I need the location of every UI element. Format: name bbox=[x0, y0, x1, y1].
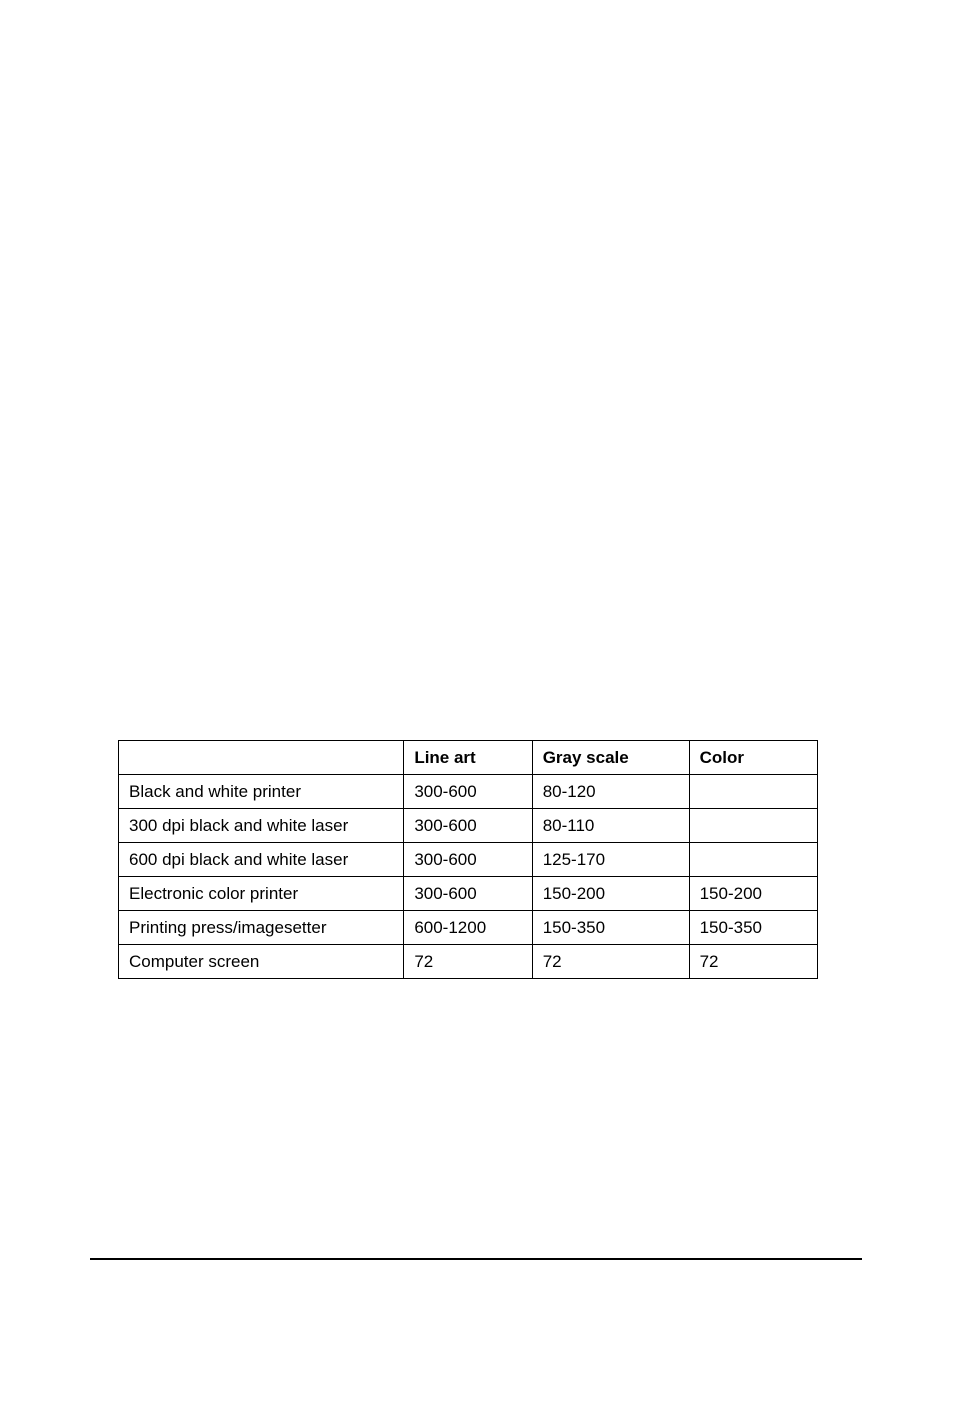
cell-device: 600 dpi black and white laser bbox=[119, 843, 404, 877]
cell-device: 300 dpi black and white laser bbox=[119, 809, 404, 843]
col-header-lineart: Line art bbox=[404, 741, 532, 775]
cell-grayscale: 80-110 bbox=[532, 809, 689, 843]
cell-grayscale: 80-120 bbox=[532, 775, 689, 809]
cell-device: Black and white printer bbox=[119, 775, 404, 809]
footer-divider bbox=[90, 1258, 862, 1260]
cell-device: Printing press/imagesetter bbox=[119, 911, 404, 945]
page: Line art Gray scale Color Black and whit… bbox=[0, 0, 954, 1415]
resolution-table: Line art Gray scale Color Black and whit… bbox=[118, 740, 818, 979]
cell-device: Computer screen bbox=[119, 945, 404, 979]
table-row: Black and white printer 300-600 80-120 bbox=[119, 775, 818, 809]
table-header: Line art Gray scale Color bbox=[119, 741, 818, 775]
col-header-device bbox=[119, 741, 404, 775]
cell-color bbox=[689, 843, 817, 877]
cell-color bbox=[689, 775, 817, 809]
cell-lineart: 300-600 bbox=[404, 843, 532, 877]
table-row: 300 dpi black and white laser 300-600 80… bbox=[119, 809, 818, 843]
table-row: Electronic color printer 300-600 150-200… bbox=[119, 877, 818, 911]
cell-lineart: 300-600 bbox=[404, 877, 532, 911]
table-header-row: Line art Gray scale Color bbox=[119, 741, 818, 775]
table-row: Printing press/imagesetter 600-1200 150-… bbox=[119, 911, 818, 945]
cell-color bbox=[689, 809, 817, 843]
cell-grayscale: 72 bbox=[532, 945, 689, 979]
col-header-grayscale: Gray scale bbox=[532, 741, 689, 775]
cell-device: Electronic color printer bbox=[119, 877, 404, 911]
cell-lineart: 300-600 bbox=[404, 775, 532, 809]
cell-color: 72 bbox=[689, 945, 817, 979]
col-header-color: Color bbox=[689, 741, 817, 775]
cell-lineart: 600-1200 bbox=[404, 911, 532, 945]
cell-lineart: 72 bbox=[404, 945, 532, 979]
cell-lineart: 300-600 bbox=[404, 809, 532, 843]
cell-color: 150-350 bbox=[689, 911, 817, 945]
table-row: 600 dpi black and white laser 300-600 12… bbox=[119, 843, 818, 877]
cell-color: 150-200 bbox=[689, 877, 817, 911]
table-body: Black and white printer 300-600 80-120 3… bbox=[119, 775, 818, 979]
cell-grayscale: 125-170 bbox=[532, 843, 689, 877]
cell-grayscale: 150-350 bbox=[532, 911, 689, 945]
resolution-table-container: Line art Gray scale Color Black and whit… bbox=[118, 740, 818, 979]
cell-grayscale: 150-200 bbox=[532, 877, 689, 911]
table-row: Computer screen 72 72 72 bbox=[119, 945, 818, 979]
